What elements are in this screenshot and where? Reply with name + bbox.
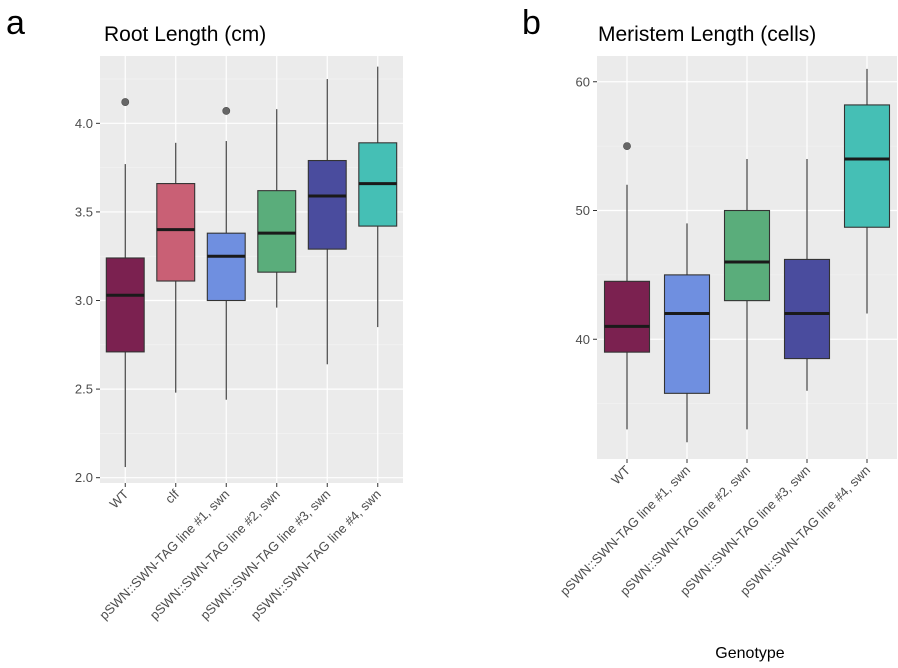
y-tick-label: 3.5 (75, 204, 93, 219)
box-2 (156, 142, 196, 393)
root-length-chart: Root Length (cm) 2.02.53.03.54.0 WT clfpS… (75, 23, 403, 623)
box-3 (723, 159, 771, 430)
box-6 (358, 66, 398, 328)
y-tick-labels: 2.0 2.5 3.0 3.5 4.0 (75, 116, 93, 485)
iqr-box (105, 257, 145, 353)
iqr-box (723, 209, 771, 302)
x-tick-label: WT (608, 462, 633, 487)
box-series (105, 66, 398, 468)
outlier-point (222, 107, 231, 115)
iqr-box (843, 104, 891, 228)
box-5 (307, 79, 347, 365)
box-3 (206, 107, 246, 400)
x-tick-label: pSWN::SWN-TAG line #4, swn (737, 463, 873, 599)
y-tick-label: 3.0 (75, 293, 93, 308)
x-tick-label: pSWN::SWN-TAG line #2, swn (617, 463, 753, 599)
y-tick-label: 2.0 (75, 470, 93, 485)
meristem-length-title: Meristem Length (cells) (598, 23, 816, 46)
y-tick-label: 40 (576, 332, 590, 347)
outlier-point (623, 142, 631, 151)
x-tick-label: pSWN::SWN-TAG line #1, swn (557, 463, 693, 599)
box-5 (843, 68, 891, 314)
root-length-title: Root Length (cm) (104, 23, 266, 46)
x-tick-label: pSWN::SWN-TAG line #3, swn (677, 463, 813, 599)
box-4 (783, 159, 831, 391)
box-1 (603, 142, 651, 430)
outlier-point (121, 98, 130, 106)
plot-background (100, 56, 403, 483)
x-axis-title: Genotype (715, 645, 784, 662)
box-4 (257, 109, 297, 308)
iqr-box (307, 159, 347, 250)
x-tick-label: clf (162, 486, 182, 506)
y-tick-label: 60 (576, 74, 590, 89)
y-tick-label: 2.5 (75, 382, 93, 397)
iqr-box (603, 280, 651, 353)
box-series (603, 68, 891, 443)
iqr-box (206, 232, 246, 302)
iqr-box (257, 190, 297, 273)
panel-a-letter: a (6, 4, 25, 42)
panel-b-letter: b (522, 4, 541, 42)
iqr-box (783, 258, 831, 360)
box-1 (105, 98, 145, 468)
y-tick-label: 4.0 (75, 116, 93, 131)
y-tick-label: 50 (576, 203, 590, 218)
iqr-box (156, 183, 196, 282)
x-tick-label: WT (106, 486, 131, 511)
box-2 (663, 223, 711, 443)
iqr-box (663, 274, 711, 394)
y-tick-labels: 40 50 60 (576, 74, 590, 347)
